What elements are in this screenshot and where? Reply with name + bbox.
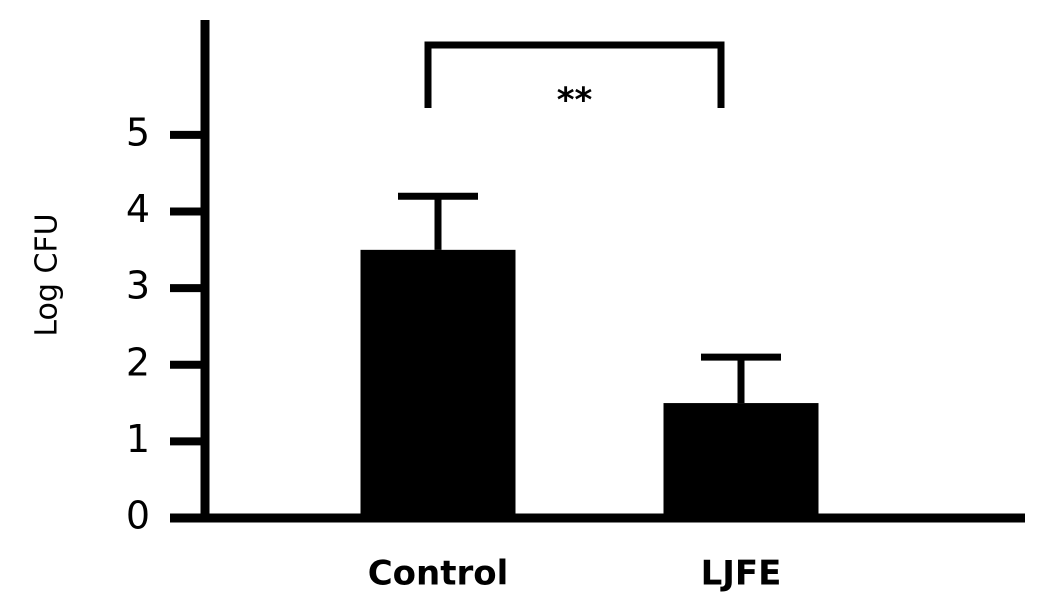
significance-bracket [424,41,725,108]
x-tick-label: Control [368,554,509,594]
y-tick-label: 3 [126,264,150,308]
y-axis-title: Log CFU [30,213,65,336]
y-tick-label: 1 [126,417,150,461]
y-tick-label: 2 [126,340,150,384]
y-tick-label: 4 [126,187,150,231]
significance-label: ** [557,81,593,121]
y-tick-label: 0 [126,494,150,538]
x-tick-label: LJFE [701,554,782,594]
bar [360,249,516,518]
y-tick-label: 5 [126,110,150,154]
bar [663,403,819,518]
